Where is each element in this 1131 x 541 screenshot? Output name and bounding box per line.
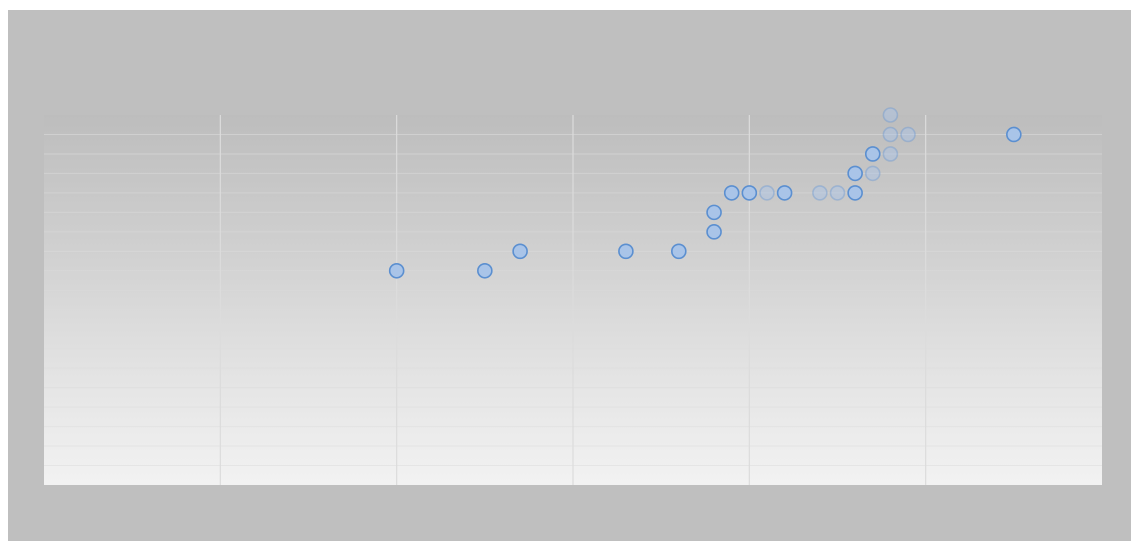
data-point bbox=[864, 146, 881, 162]
data-point bbox=[847, 185, 863, 201]
data-point bbox=[618, 243, 634, 260]
data-point bbox=[706, 224, 722, 240]
data-point bbox=[388, 262, 405, 279]
data-point bbox=[477, 262, 493, 279]
data-point bbox=[864, 165, 881, 182]
data-point bbox=[723, 185, 740, 201]
data-point bbox=[847, 165, 863, 182]
data-point bbox=[829, 185, 846, 201]
data-point bbox=[812, 185, 828, 201]
data-points bbox=[388, 107, 1022, 279]
data-point bbox=[776, 185, 793, 201]
data-point bbox=[670, 243, 687, 260]
data-point bbox=[882, 107, 899, 123]
data-point bbox=[759, 185, 775, 201]
grid-lines bbox=[44, 115, 1102, 485]
data-point bbox=[741, 185, 758, 201]
data-point bbox=[512, 243, 528, 260]
data-point bbox=[706, 204, 722, 221]
data-point bbox=[1006, 126, 1022, 143]
data-point bbox=[882, 146, 899, 162]
data-point bbox=[882, 126, 899, 143]
data-point bbox=[900, 126, 916, 143]
